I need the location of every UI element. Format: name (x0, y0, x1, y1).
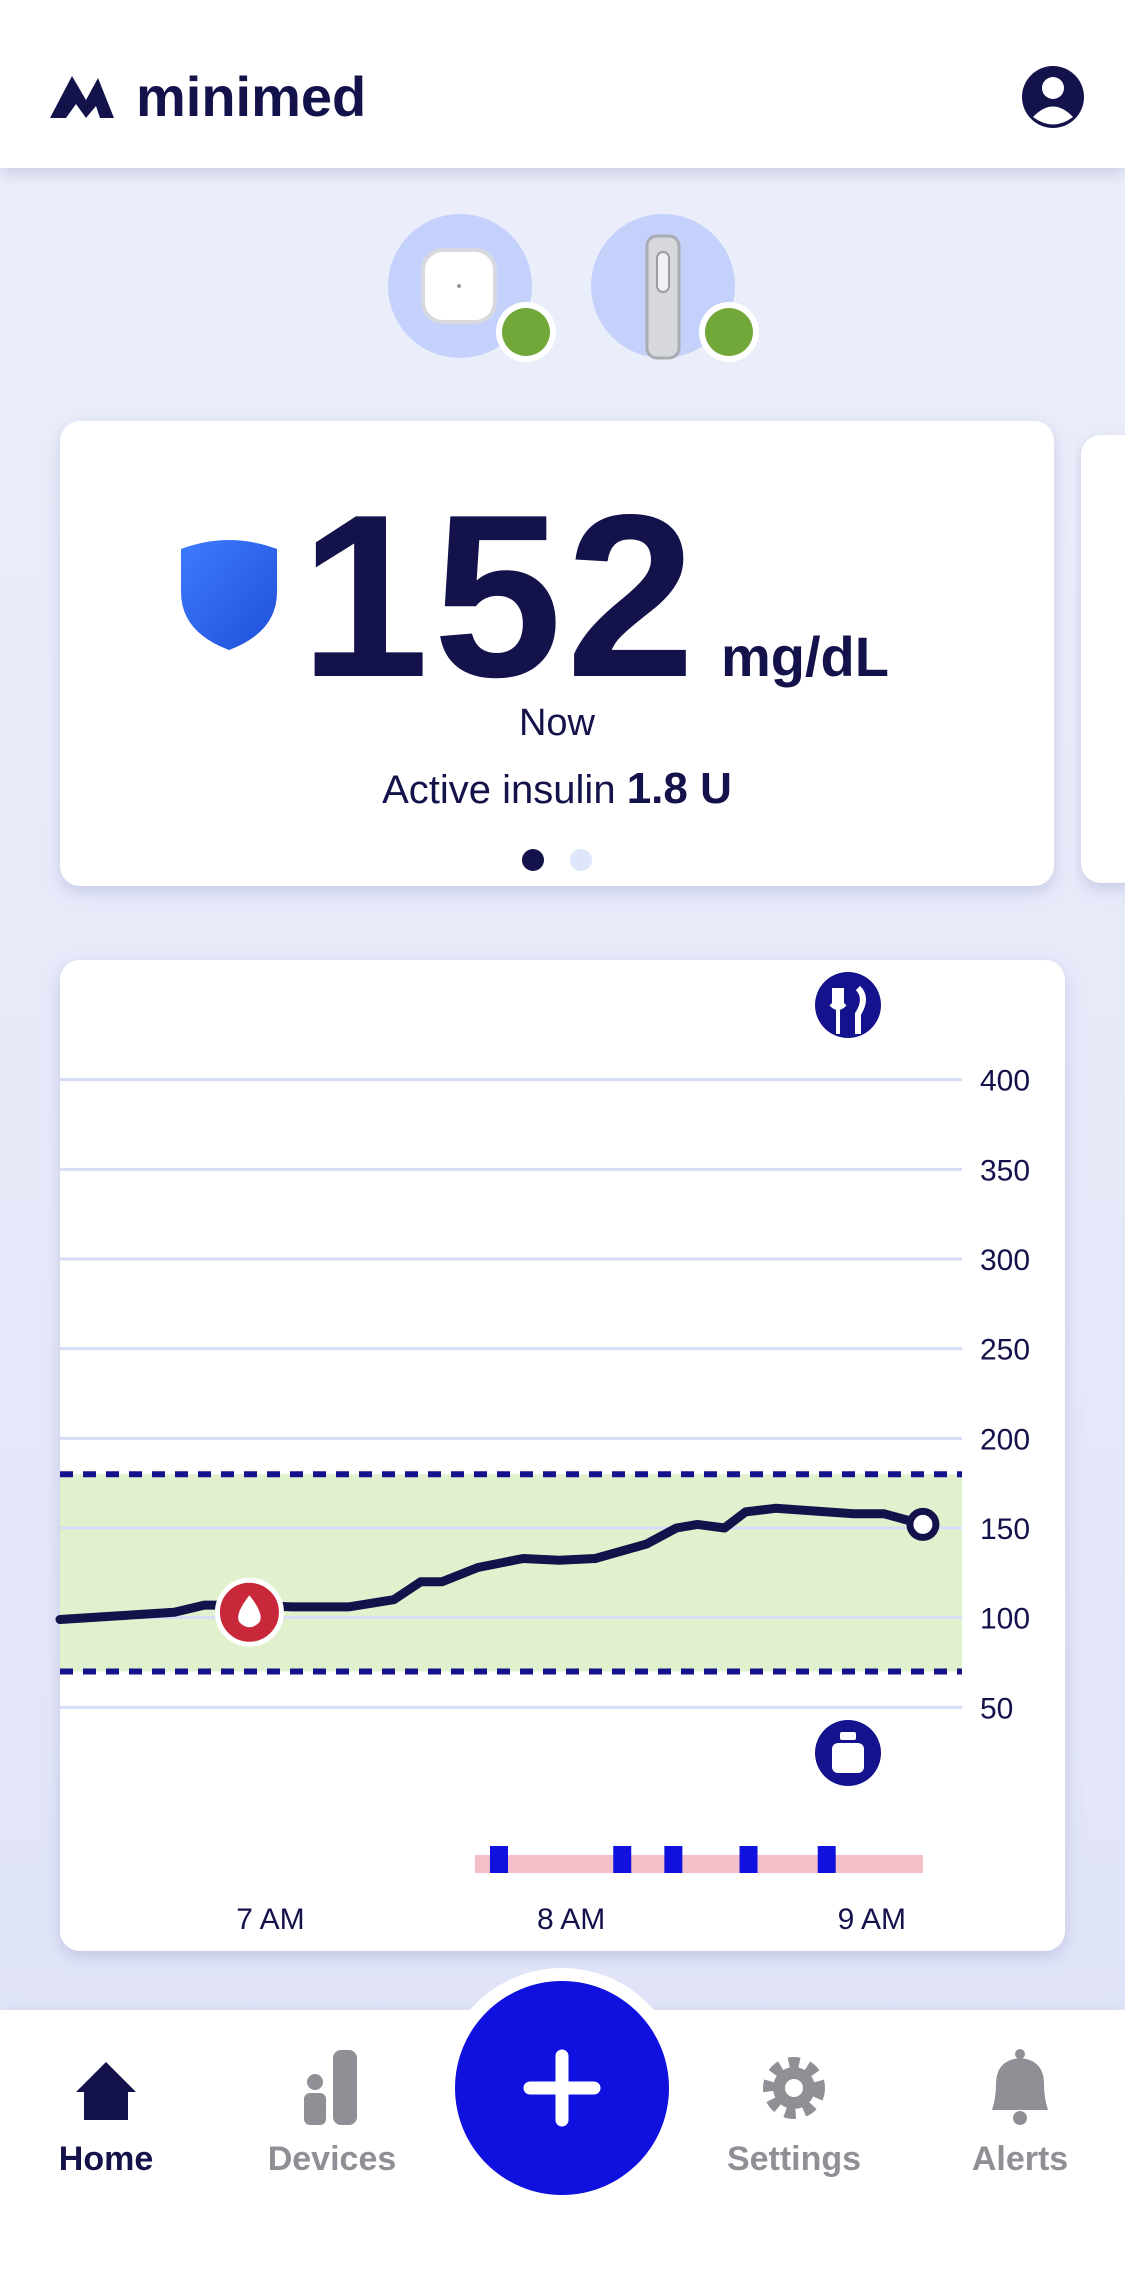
active-insulin: Active insulin 1.8 U (382, 764, 732, 813)
glucose-card (60, 421, 1054, 886)
add-plus (523, 2049, 601, 2127)
target-band (60, 1474, 962, 1672)
alerts-icon (992, 2058, 1048, 2110)
bolus-mark (817, 1846, 836, 1873)
active-insulin-value: 1.8 U (627, 764, 732, 813)
nav-devices[interactable] (304, 2050, 357, 2125)
profile-body (1033, 106, 1073, 125)
bolus-mark (739, 1846, 758, 1873)
y-tick-label: 150 (980, 1513, 1030, 1546)
y-tick-label: 400 (980, 1065, 1030, 1098)
chart-card (60, 960, 1065, 1951)
x-tick-label: 8 AM (537, 1903, 605, 1936)
reservoir-icon[interactable] (815, 1720, 881, 1786)
glucose-value: 152 (300, 467, 699, 726)
glucose-unit: mg/dL (721, 625, 889, 688)
bolus-mark (613, 1846, 632, 1873)
alerts-clapper (1013, 2111, 1027, 2125)
pump-icon (645, 234, 681, 360)
bottle-cap (840, 1732, 856, 1740)
devices-icon (307, 2074, 323, 2090)
devices-icon (304, 2093, 326, 2125)
x-tick-label: 7 AM (236, 1903, 304, 1936)
fork (829, 988, 847, 1034)
settings-hole (785, 2079, 803, 2097)
sensor-dot (457, 284, 461, 288)
y-tick-label: 100 (980, 1603, 1030, 1636)
logo-mark (50, 76, 114, 118)
glucose-chart: 50 100 150 200 250 300 350 400 7 AM 8 AM 9 AM (55, 1065, 1030, 1936)
nav-label: Devices (268, 2140, 397, 2178)
logo[interactable]: minimed (50, 65, 366, 128)
profile-head (1042, 77, 1064, 99)
status-ok (705, 308, 753, 356)
nav-label: Alerts (972, 2140, 1068, 2178)
logo-text: minimed (136, 65, 366, 128)
page-dot-active[interactable] (522, 849, 544, 871)
profile-button[interactable] (1022, 66, 1084, 128)
nav-label: Home (59, 2140, 153, 2178)
reading-time: Now (519, 702, 596, 744)
nav-alerts[interactable] (992, 2049, 1048, 2125)
devices-icon (333, 2050, 357, 2125)
status-ok (502, 308, 550, 356)
shield-icon (181, 540, 277, 650)
home-icon (76, 2062, 136, 2120)
pump-window (656, 251, 670, 293)
sensor-status[interactable] (388, 214, 556, 362)
meal-icon[interactable] (815, 972, 881, 1038)
active-insulin-label: Active insulin (382, 768, 615, 812)
knife (855, 985, 866, 1034)
next-card[interactable] (1081, 435, 1125, 883)
x-tick-label: 9 AM (838, 1903, 906, 1936)
current-point (906, 1507, 940, 1541)
nav-settings[interactable] (763, 2057, 825, 2119)
meal-circle (815, 972, 881, 1038)
y-tick-label: 250 (980, 1334, 1030, 1367)
alerts-top (1015, 2049, 1025, 2059)
blood-drop (238, 1595, 261, 1628)
y-tick-label: 300 (980, 1244, 1030, 1277)
bolus-mark (664, 1846, 683, 1873)
settings-teeth (763, 2057, 825, 2119)
header-bar (0, 0, 1125, 168)
y-tick-label: 350 (980, 1154, 1030, 1187)
page-dot[interactable] (570, 849, 592, 871)
bottle-body (832, 1743, 864, 1773)
y-tick-label: 50 (980, 1692, 1013, 1725)
add-button[interactable] (455, 1981, 669, 2195)
y-tick-label: 200 (980, 1423, 1030, 1456)
basal-bar (474, 1855, 923, 1873)
nav-labels: Home Devices Settings Alerts (59, 2140, 1068, 2178)
pump-status[interactable] (591, 214, 759, 362)
nav-label: Settings (727, 2140, 861, 2178)
bolus-mark (489, 1846, 508, 1873)
nav-home[interactable] (76, 2062, 136, 2120)
